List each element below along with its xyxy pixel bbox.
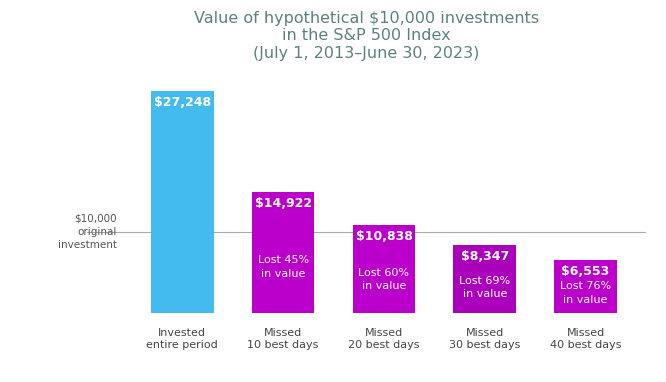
Text: $8,347: $8,347 <box>461 250 509 263</box>
Text: $10,000
original
investment: $10,000 original investment <box>58 214 117 250</box>
Text: $27,248: $27,248 <box>154 96 211 109</box>
Text: Missed
30 best days: Missed 30 best days <box>449 328 520 350</box>
Bar <box>252 192 314 313</box>
Bar <box>454 245 516 313</box>
Text: Invested
entire period: Invested entire period <box>147 328 218 350</box>
Text: Missed
20 best days: Missed 20 best days <box>348 328 420 350</box>
Bar <box>151 91 214 313</box>
Text: $10,838: $10,838 <box>356 230 412 243</box>
Bar <box>554 260 617 313</box>
Text: Lost 45%
in value: Lost 45% in value <box>258 256 309 278</box>
Bar <box>353 225 415 313</box>
Title: Value of hypothetical $10,000 investments
in the S&P 500 Index
(July 1, 2013–Jun: Value of hypothetical $10,000 investment… <box>194 11 539 61</box>
Text: $6,553: $6,553 <box>561 265 609 278</box>
Text: $14,922: $14,922 <box>254 196 312 209</box>
Text: Lost 60%
in value: Lost 60% in value <box>358 268 410 291</box>
Text: Missed
40 best days: Missed 40 best days <box>550 328 621 350</box>
Text: Missed
10 best days: Missed 10 best days <box>248 328 319 350</box>
Text: Lost 69%
in value: Lost 69% in value <box>459 276 510 299</box>
Text: Lost 76%
in value: Lost 76% in value <box>560 282 611 304</box>
